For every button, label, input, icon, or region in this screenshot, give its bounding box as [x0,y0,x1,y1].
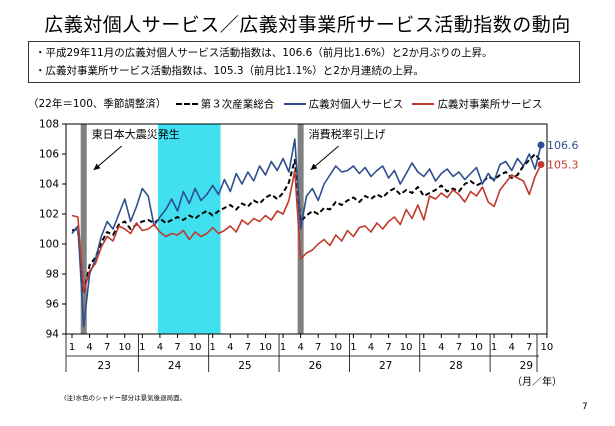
x-tick-label: 10 [400,342,413,353]
y-tick-label: 96 [46,299,60,311]
x-tick-label: 4 [438,342,444,353]
event-bar [80,124,87,334]
x-tick-label: 10 [470,342,483,353]
legend-item-business: 広義対事業所サービス [412,98,542,110]
x-axis-unit: （月／年） [512,375,562,388]
summary-line: ・平成29年11月の広義対個人サービス活動指数は、106.6（前月比1.6%）と… [35,47,493,59]
x-tick-label: 1 [350,342,356,353]
x-tick-label: 10 [540,342,553,353]
legend-label: 広義対事業所サービス [437,98,543,110]
y-tick-label: 108 [39,119,59,131]
annotation-arrowhead [310,163,318,170]
year-label: 27 [379,360,392,372]
y-tick-label: 94 [46,329,60,341]
year-label: 29 [520,360,533,372]
x-tick-label: 7 [526,342,532,353]
x-tick-label: 10 [189,342,202,353]
legend-item-total: 第３次産業総合 [175,98,278,110]
x-tick-label: 4 [509,342,515,353]
end-value-label: 105.3 [547,159,579,172]
year-label: 28 [449,360,462,372]
page-number: 7 [582,402,588,412]
plot-frame [65,123,548,335]
annotation-arrowhead [93,163,101,170]
x-tick-label: 10 [259,342,272,353]
annotation-label: 東日本大震災発生 [92,127,180,141]
legend-label: 広義対個人サービス [308,98,404,110]
summary-box: ・平成29年11月の広義対個人サービス活動指数は、106.6（前月比1.6%）と… [28,41,580,83]
x-tick-label: 7 [245,342,251,353]
year-label: 23 [98,360,111,372]
series-line [71,138,542,328]
x-tick-label: 1 [421,342,427,353]
legend-swatch [412,102,435,105]
x-tick-label: 7 [315,342,321,353]
x-tick-label: 1 [280,342,286,353]
y-tick-label: 106 [39,149,59,161]
x-tick-label: 4 [227,342,233,353]
year-label: 26 [309,360,323,372]
x-tick-label: 7 [104,342,110,353]
legend-item-personal: 広義対個人サービス [283,98,407,110]
end-point [537,161,545,168]
year-label: 25 [238,360,251,372]
x-tick-label: 1 [491,342,497,353]
page-title: 広義対個人サービス／広義対事業所サービス活動指数の動向 [44,14,571,36]
series-line [71,164,542,293]
legend-swatch [283,102,306,105]
x-tick-label: 1 [69,342,75,353]
footnote: (注)水色のシャドー部分は景気後退局面。 [64,394,187,402]
legend-unit: （22年＝100、季節調整済） [28,98,167,110]
y-tick-label: 100 [39,239,59,251]
x-tick-label: 7 [174,342,180,353]
legend-label: 第３次産業総合 [200,98,275,110]
x-tick-label: 1 [210,342,216,353]
y-tick-label: 104 [39,179,59,191]
x-tick-label: 1 [139,342,145,353]
x-tick-label: 4 [157,342,163,353]
legend-swatch [175,102,198,105]
x-tick-label: 4 [368,342,374,353]
x-tick-label: 4 [86,342,92,353]
summary-line: ・広義対事業所サービス活動指数は、105.3（前月比1.1%）と2か月連続の上昇… [35,65,424,77]
x-tick-label: 7 [456,342,462,353]
x-tick-label: 4 [297,342,303,353]
x-tick-label: 10 [329,342,342,353]
y-tick-label: 102 [39,209,59,221]
year-label: 24 [168,360,182,372]
end-value-label: 106.6 [547,139,579,152]
chart-legend: （22年＝100、季節調整済） 第３次産業総合 広義対個人サービス 広義対事業所… [28,96,542,111]
x-tick-label: 10 [118,342,131,353]
x-tick-label: 7 [385,342,391,353]
annotation-label: 消費税率引上げ [309,127,386,141]
series-line [71,153,542,295]
y-tick-label: 98 [46,269,59,281]
end-point [537,141,545,149]
